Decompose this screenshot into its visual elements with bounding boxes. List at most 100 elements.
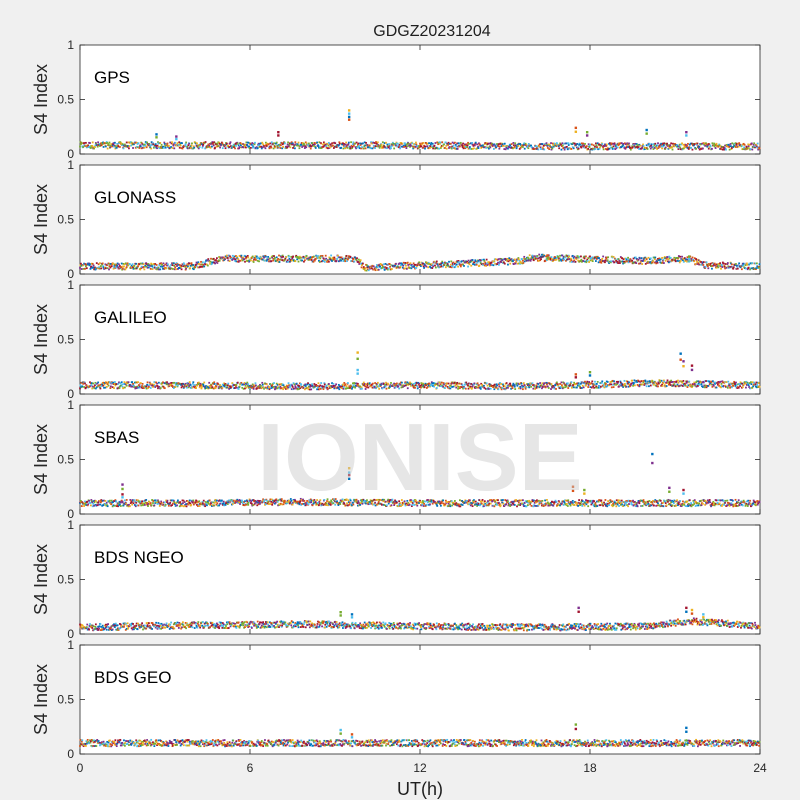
- data-point: [257, 142, 260, 145]
- data-point: [352, 144, 355, 147]
- data-point: [177, 268, 179, 270]
- data-point: [439, 147, 442, 149]
- data-point: [529, 382, 532, 385]
- data-point: [162, 501, 165, 504]
- data-point: [608, 142, 610, 145]
- data-point: [449, 263, 452, 266]
- data-point: [740, 386, 743, 389]
- data-point: [737, 386, 740, 389]
- data-point: [222, 384, 225, 387]
- data-point: [350, 144, 353, 147]
- data-point: [515, 260, 518, 263]
- data-point: [611, 379, 614, 382]
- data-point: [459, 264, 462, 266]
- data-point: [467, 259, 470, 262]
- data-point: [171, 499, 174, 502]
- data-point: [306, 386, 309, 389]
- data-point: [100, 267, 103, 270]
- data-point: [278, 387, 281, 390]
- data-point: [293, 147, 296, 150]
- data-point: [727, 144, 730, 146]
- data-point: [505, 146, 508, 148]
- data-point: [647, 144, 649, 147]
- data-point: [167, 502, 170, 505]
- data-point: [631, 145, 634, 148]
- data-point: [457, 145, 459, 148]
- data-point: [573, 259, 576, 262]
- data-point: [365, 141, 367, 144]
- data-point: [213, 501, 216, 504]
- data-point: [196, 146, 199, 149]
- data-point: [452, 382, 454, 385]
- data-point: [165, 262, 168, 265]
- data-point: [272, 386, 275, 388]
- data-point: [536, 148, 539, 150]
- data-point: [470, 264, 473, 267]
- data-point: [143, 265, 145, 268]
- data-point: [105, 381, 108, 384]
- data-point: [143, 500, 145, 503]
- data-point: [229, 141, 232, 144]
- data-point: [582, 386, 585, 389]
- data-point: [721, 146, 724, 149]
- data-point: [614, 143, 616, 146]
- data-point: [304, 383, 307, 386]
- data-point: [320, 382, 323, 384]
- data-point: [497, 383, 500, 386]
- data-point: [215, 261, 218, 264]
- data-point: [232, 384, 235, 387]
- data-point: [237, 258, 240, 260]
- data-point: [604, 384, 607, 386]
- data-point: [725, 144, 728, 146]
- data-point: [223, 385, 226, 388]
- data-point: [297, 257, 299, 259]
- data-point: [96, 504, 99, 507]
- data-point: [559, 254, 561, 257]
- data-point: [502, 383, 504, 386]
- data-point: [315, 385, 318, 387]
- data-point: [664, 385, 667, 388]
- data-point: [564, 146, 566, 149]
- data-point: [413, 386, 416, 389]
- data-point: [695, 147, 697, 150]
- data-point: [554, 144, 557, 147]
- data-point: [180, 504, 182, 507]
- data-point: [572, 386, 575, 389]
- data-point: [704, 380, 707, 383]
- data-point: [724, 381, 727, 383]
- data-point: [705, 142, 707, 145]
- data-point: [250, 384, 253, 387]
- data-point: [269, 257, 271, 260]
- data-point: [436, 263, 439, 266]
- data-point: [205, 146, 208, 149]
- data-point: [389, 265, 391, 268]
- data-point: [619, 381, 622, 384]
- data-point: [322, 143, 324, 146]
- data-point: [191, 385, 193, 388]
- data-point: [275, 256, 278, 259]
- data-point: [171, 147, 174, 149]
- data-point: [352, 382, 354, 385]
- data-point: [472, 144, 475, 147]
- data-point: [147, 264, 149, 267]
- data-point: [139, 262, 142, 265]
- data-point: [142, 263, 145, 266]
- data-point: [480, 147, 483, 149]
- data-point: [741, 386, 744, 388]
- data-point: [329, 257, 332, 260]
- data-point: [130, 267, 133, 269]
- data-point: [225, 255, 227, 258]
- data-point: [310, 259, 313, 261]
- data-point: [619, 383, 621, 386]
- data-point: [381, 146, 383, 149]
- data-point: [444, 384, 447, 387]
- data-point: [404, 142, 406, 145]
- data-point: [586, 258, 589, 261]
- data-point: [258, 386, 261, 388]
- data-point: [263, 145, 266, 148]
- data-point: [228, 254, 231, 257]
- data-point: [245, 257, 247, 260]
- data-point: [398, 266, 401, 269]
- data-point: [706, 144, 709, 147]
- data-point: [732, 143, 735, 146]
